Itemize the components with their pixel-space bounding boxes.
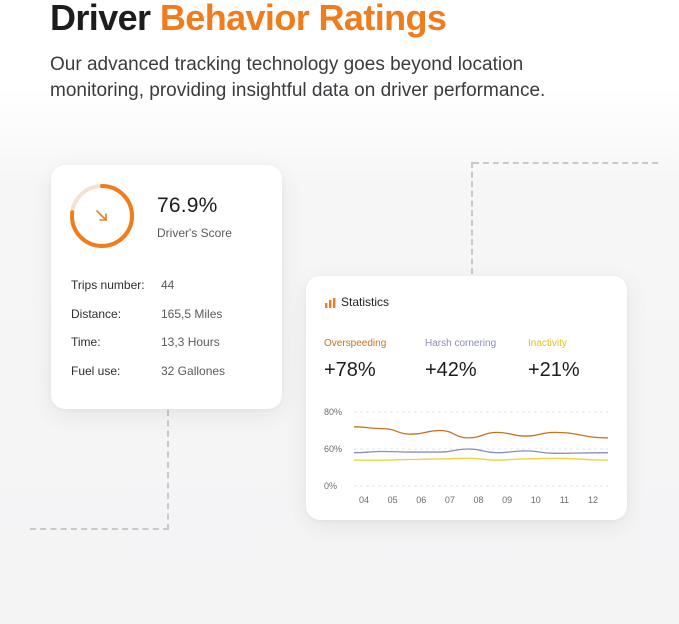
statistics-title: Statistics: [341, 295, 390, 309]
stat-label: Trips number:: [71, 278, 145, 292]
stat-label: Fuel use:: [71, 364, 121, 378]
arrow-down-right-icon: [96, 210, 107, 221]
series-line-overspeeding: [353, 426, 609, 439]
statistics-line-chart: 80% 60% 0% 04 05 06 07 08 09 10 11 12: [324, 407, 609, 505]
x-tick-label: 10: [531, 495, 541, 505]
series-line-inactivity: [353, 457, 609, 461]
x-tick-label: 07: [445, 495, 455, 505]
metric-value: +78%: [324, 359, 376, 381]
x-tick-label: 04: [359, 495, 369, 505]
score-ring: [70, 184, 134, 248]
x-tick-label: 12: [588, 495, 598, 505]
x-tick-label: 06: [416, 495, 426, 505]
page-subtitle: Our advanced tracking technology goes be…: [50, 54, 546, 101]
dashed-connector-bottom: [30, 528, 169, 530]
y-tick-label: 60%: [324, 444, 342, 454]
metric-label: Overspeeding: [324, 338, 387, 349]
stat-value: 165,5 Miles: [161, 307, 223, 321]
bar-chart-icon: [325, 298, 336, 308]
statistics-card: Statistics Overspeeding +78% Harsh corne…: [306, 276, 627, 520]
stat-label: Time:: [71, 335, 101, 349]
heading-part-2: Behavior Ratings: [159, 0, 447, 38]
stat-label: Distance:: [71, 307, 122, 321]
heading-part-1: Driver: [50, 0, 151, 38]
stat-value: 13,3 Hours: [161, 335, 220, 349]
x-tick-label: 09: [502, 495, 512, 505]
driver-score-value: 76.9%: [157, 194, 218, 217]
dashed-connector-top-vertical: [471, 162, 473, 274]
metric-label: Harsh cornering: [425, 338, 497, 349]
metric-value: +42%: [425, 359, 477, 381]
metric-value: +21%: [528, 359, 580, 381]
driver-score-card: 76.9% Driver's Score Trips number: 44 Di…: [51, 165, 282, 409]
dashed-connector-top: [473, 162, 658, 164]
x-tick-label: 08: [473, 495, 483, 505]
y-tick-label: 80%: [324, 407, 342, 417]
stat-value: 44: [161, 278, 175, 292]
x-tick-label: 11: [560, 495, 569, 505]
metric-inactivity: Inactivity +21%: [528, 338, 580, 382]
series-line-harsh-cornering: [353, 448, 609, 454]
score-progress-arc: [70, 184, 134, 248]
stat-value: 32 Gallones: [161, 364, 226, 378]
dashed-connector-bottom-vertical: [167, 410, 169, 530]
page-heading: Driver Behavior Ratings: [50, 0, 447, 40]
y-tick-label: 0%: [324, 481, 337, 491]
metric-overspeeding: Overspeeding +78%: [324, 338, 386, 382]
driver-score-label: Driver's Score: [157, 226, 232, 240]
metric-harsh-cornering: Harsh cornering +42%: [425, 338, 496, 382]
metric-label: Inactivity: [528, 338, 567, 349]
x-tick-label: 05: [388, 495, 398, 505]
